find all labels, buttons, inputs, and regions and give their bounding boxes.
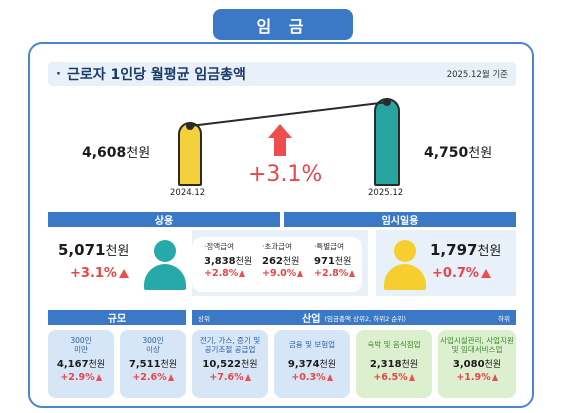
fixed-pay-value: 3,838천원 [204, 256, 253, 267]
card-label: 사업시설관리, 사업지원 [440, 336, 514, 345]
up-arrow-icon [349, 270, 356, 277]
card-label: 300인 [70, 336, 92, 345]
card-label: 공기조절 공급업 [204, 345, 256, 354]
scale-card-300-plus: 300인 이상 7,511천원 +2.6% [120, 330, 186, 398]
card-change: +2.9% [48, 372, 114, 383]
person-icon [144, 240, 186, 290]
card-value: 2,318천원 [369, 359, 419, 370]
up-arrow-icon [239, 270, 246, 277]
up-arrow-icon [297, 270, 304, 277]
temporary-change: +0.7% [432, 266, 491, 281]
total-prev-value: 4,608천원 [82, 145, 151, 161]
industry-card-accommodation: 숙박 및 음식점업 2,318천원 +6.5% [356, 330, 432, 398]
pill-2024 [178, 122, 202, 186]
up-arrow-icon [244, 374, 251, 381]
up-arrow-icon [95, 374, 102, 381]
pill-dot-2024 [186, 122, 194, 130]
temporary-value: 1,797천원 [430, 241, 502, 259]
fixed-pay-change: +2.8% [204, 268, 246, 279]
total-change: +3.1% [248, 162, 323, 187]
card-label: 전기, 가스, 증기 및 [199, 336, 261, 345]
card-value: 10,522천원 [202, 359, 258, 370]
headline-bar: · 근로자 1인당 월평균 임금총액 2025.12월 기준 [48, 62, 516, 86]
card-label: 300인 [142, 336, 164, 345]
card-change: +2.6% [120, 372, 186, 383]
industry-card-finance: 금융 및 보험업 9,374천원 +0.3% [274, 330, 350, 398]
regular-value: 5,071천원 [58, 241, 130, 259]
industry-card-business-support: 사업시설관리, 사업지원 및 임대서비스업 3,080천원 +1.9% [438, 330, 516, 398]
industry-card-electricity: 전기, 가스, 증기 및 공기조절 공급업 10,522천원 +7.6% [192, 330, 268, 398]
total-curr-value: 4,750천원 [424, 145, 493, 161]
card-label: 및 임대서비스업 [451, 345, 503, 354]
industry-label: 산업 [302, 314, 321, 325]
up-arrow-icon [268, 124, 292, 156]
scale-card-under-300: 300인 미만 4,167천원 +2.9% [48, 330, 114, 398]
card-value: 3,080천원 [452, 359, 502, 370]
card-label: 숙박 및 음식점업 [367, 340, 421, 349]
wage-infographic: · 근로자 1인당 월평균 임금총액 2025.12월 기준 4,608천원 2… [28, 42, 534, 408]
card-change: +6.5% [356, 372, 432, 383]
card-change: +0.3% [274, 372, 350, 383]
special-pay-value: 971천원 [314, 256, 352, 267]
overtime-pay-value: 262천원 [262, 256, 300, 267]
industry-top-tag: 상위 [198, 314, 210, 323]
year-2025: 2025.12 [368, 188, 404, 198]
card-change: +7.6% [192, 372, 268, 383]
regular-header: 상용 [48, 212, 280, 227]
special-pay-label: ·특별급여 [314, 242, 344, 251]
speech-tail [182, 257, 193, 269]
regular-change: +3.1% [70, 266, 129, 281]
card-value: 7,511천원 [128, 359, 178, 370]
fixed-pay-label: ·정액급여 [204, 242, 234, 251]
up-arrow-icon [118, 269, 129, 278]
card-label: 금융 및 보험업 [288, 340, 336, 349]
person-icon [384, 240, 426, 290]
up-arrow-icon [167, 374, 174, 381]
industry-note: (임금총액 상위2, 하위2 순위) [324, 314, 406, 323]
temporary-header: 임시일용 [284, 212, 516, 227]
card-value: 9,374천원 [287, 359, 337, 370]
up-arrow-icon [480, 269, 491, 278]
overtime-pay-change: +9.0% [262, 268, 304, 279]
headline-bullet: · [56, 66, 61, 82]
card-value: 4,167천원 [56, 359, 106, 370]
up-arrow-icon [408, 374, 415, 381]
industry-bottom-tag: 하위 [498, 314, 510, 323]
overtime-pay-label: ·초과급여 [262, 242, 292, 251]
regular-breakdown: ·정액급여 3,838천원 +2.8% ·초과급여 262천원 +9.0% ·특… [192, 237, 362, 292]
headline-text: 근로자 1인당 월평균 임금총액 [66, 67, 246, 83]
reference-date: 2025.12월 기준 [446, 70, 508, 80]
page-title: 임 금 [213, 9, 353, 40]
up-arrow-icon [326, 374, 333, 381]
industry-header: 상위 산업 (임금총액 상위2, 하위2 순위) 하위 [192, 310, 516, 325]
card-change: +1.9% [438, 372, 516, 383]
card-label: 이상 [146, 345, 160, 354]
pill-dot-2025 [383, 98, 391, 106]
special-pay-change: +2.8% [314, 268, 356, 279]
year-2024: 2024.12 [170, 188, 206, 198]
pill-2025 [374, 98, 400, 186]
scale-header: 규모 [48, 310, 186, 325]
card-label: 미만 [74, 345, 88, 354]
up-arrow-icon [491, 374, 498, 381]
